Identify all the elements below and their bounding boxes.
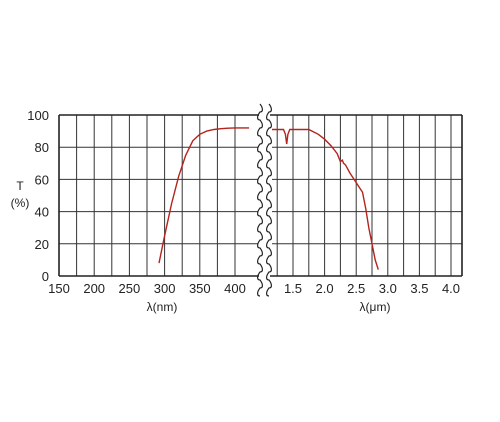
curve-layer	[158, 127, 379, 270]
x-tick-label-right: 2.0	[316, 281, 334, 296]
y-axis-label-line2: (%)	[11, 196, 30, 210]
x-tick-label-left: 400	[224, 281, 246, 296]
y-axis-label-line1: T	[16, 179, 24, 193]
x-tick-label-right: 3.5	[410, 281, 428, 296]
x-tick-label-right: 2.5	[347, 281, 365, 296]
x-axis-label-right: λ(μm)	[360, 300, 391, 314]
plot-frame	[58, 114, 463, 277]
axis-break	[257, 103, 272, 297]
y-tick-label: 20	[35, 237, 49, 252]
x-tick-label-right: 4.0	[442, 281, 460, 296]
y-tick-label: 100	[27, 108, 49, 123]
y-tick-label: 0	[42, 269, 49, 284]
x-tick-label-left: 300	[154, 281, 176, 296]
y-tick-label: 80	[35, 140, 49, 155]
break-band	[258, 104, 272, 282]
x-tick-label-right: 1.5	[284, 281, 302, 296]
y-tick-label: 60	[35, 172, 49, 187]
tick-labels: 0 20 40 60 80 100 150 200 250 300 350 400 1.5 2.0 2.5 3…	[27, 108, 460, 296]
series-line-uv	[158, 127, 250, 264]
x-tick-label-right: 3.0	[379, 281, 397, 296]
x-axis-label-left: λ(nm)	[147, 300, 178, 314]
break-wave-left	[257, 103, 263, 297]
x-tick-label-left: 350	[189, 281, 211, 296]
series-line-ir	[270, 128, 379, 270]
x-tick-label-left: 250	[119, 281, 141, 296]
x-tick-label-left: 150	[48, 281, 70, 296]
break-wave-right	[266, 103, 272, 297]
y-tick-label: 40	[35, 205, 49, 220]
x-tick-label-left: 200	[83, 281, 105, 296]
